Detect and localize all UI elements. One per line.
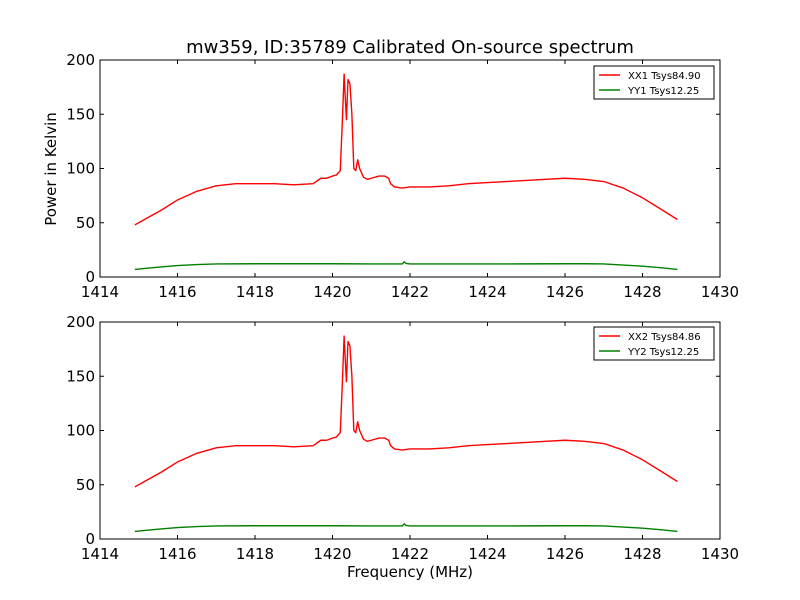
legend-box-0 xyxy=(593,65,715,100)
y-tick-label-0-1: 50 xyxy=(76,214,95,232)
x-tick-label-0-1: 1416 xyxy=(158,283,196,301)
x-tick-label-1-1: 1416 xyxy=(158,545,196,563)
legend-label-0-0: XX1 Tsys84.90 xyxy=(628,71,701,82)
y-tick-label-0-0: 0 xyxy=(85,268,95,286)
x-tick-label-0-6: 1426 xyxy=(546,283,584,301)
series-line-1-0 xyxy=(134,335,678,488)
x-tick-label-1-6: 1426 xyxy=(546,545,584,563)
x-tick-label-0-4: 1422 xyxy=(391,283,429,301)
x-tick-label-1-8: 1430 xyxy=(701,545,739,563)
bottom-spectrum-panel: 1414 1416 1418 1420 1422 1424 1426 1428 1430 0 50 1… xyxy=(66,313,739,563)
legend-1: XX2 Tsys84.86 YY2 Tsys12.25 xyxy=(593,326,715,361)
y-tick-label-1-1: 50 xyxy=(76,476,95,494)
top-spectrum-panel: 1414 1416 1418 1420 1422 1424 1426 1428 1430 0 50 1… xyxy=(66,51,739,301)
figure-title: mw359, ID:35789 Calibrated On-source spe… xyxy=(186,37,634,58)
y-tick-label-0-2: 100 xyxy=(66,160,95,178)
x-tick-label-1-5: 1424 xyxy=(468,545,506,563)
series-line-0-1 xyxy=(134,261,678,271)
x-tick-label-1-0: 1414 xyxy=(81,545,119,563)
x-tick-label-1-2: 1418 xyxy=(236,545,274,563)
x-tick-label-0-2: 1418 xyxy=(236,283,274,301)
x-tick-label-0-3: 1420 xyxy=(313,283,351,301)
x-tick-label-1-3: 1420 xyxy=(313,545,351,563)
legend-label-0-1: YY1 Tsys12.25 xyxy=(627,86,699,97)
legend-label-1-0: XX2 Tsys84.86 xyxy=(628,332,701,343)
x-axis-label: Frequency (MHz) xyxy=(347,563,473,581)
x-tick-label-0-5: 1424 xyxy=(468,283,506,301)
y-tick-label-1-3: 150 xyxy=(66,367,95,385)
legend-box-1 xyxy=(593,326,715,361)
y-tick-label-0-3: 150 xyxy=(66,105,95,123)
y-tick-label-1-0: 0 xyxy=(85,530,95,548)
x-tick-label-1-4: 1422 xyxy=(391,545,429,563)
x-tick-label-0-7: 1428 xyxy=(623,283,661,301)
legend-0: XX1 Tsys84.90 YY1 Tsys12.25 xyxy=(593,65,715,100)
x-tick-label-1-7: 1428 xyxy=(623,545,661,563)
y-tick-label-1-4: 200 xyxy=(66,313,95,331)
y-tick-label-1-2: 100 xyxy=(66,422,95,440)
y-axis-label: Power in Kelvin xyxy=(42,112,60,226)
x-tick-label-0-0: 1414 xyxy=(81,283,119,301)
x-tick-label-0-8: 1430 xyxy=(701,283,739,301)
legend-label-1-1: YY2 Tsys12.25 xyxy=(627,347,699,358)
series-line-0-0 xyxy=(134,73,678,226)
y-tick-label-0-4: 200 xyxy=(66,51,95,69)
series-line-1-1 xyxy=(134,523,678,533)
